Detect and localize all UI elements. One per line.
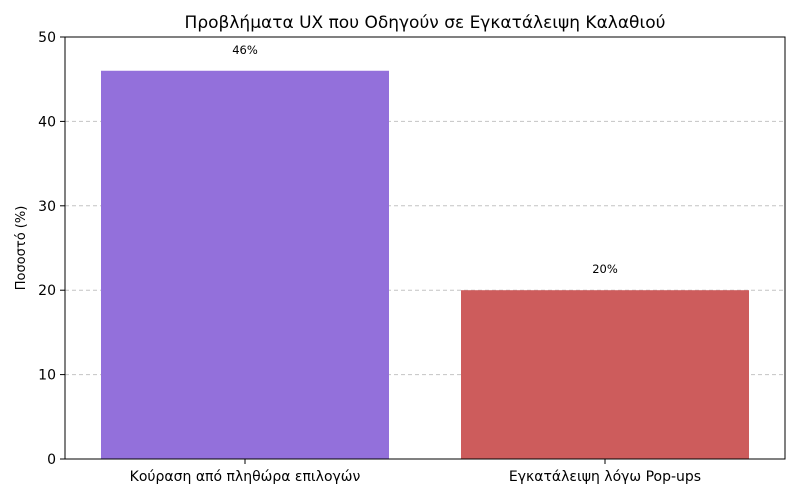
y-tick-label: 20: [38, 283, 56, 299]
y-tick-label: 30: [38, 199, 56, 215]
plot-area-frame: [64, 36, 786, 460]
y-axis-label: Ποσοστό (%): [14, 206, 29, 291]
value-labels: 46% 20%: [232, 43, 618, 276]
chart-title: Προβλήματα UX που Οδηγούν σε Εγκατάλειψη…: [185, 13, 666, 33]
bar-2: [461, 290, 749, 459]
bar-1: [101, 70, 389, 459]
data-label: 20%: [592, 262, 618, 276]
data-label: 46%: [232, 43, 258, 57]
y-tick-label: 0: [47, 452, 56, 468]
x-tick-label: Κούραση από πληθώρα επιλογών: [130, 469, 361, 485]
x-tick-label: Εγκατάλειψη λόγω Pop-ups: [509, 469, 701, 485]
x-axis-ticks: Κούραση από πληθώρα επιλογών Εγκατάλειψη …: [130, 459, 701, 485]
y-tick-label: 40: [38, 114, 56, 130]
y-tick-label: 10: [38, 368, 56, 384]
y-axis-ticks: 0 10 20 30 40 50: [38, 30, 65, 468]
bars: [101, 70, 749, 459]
y-tick-label: 50: [38, 30, 56, 46]
